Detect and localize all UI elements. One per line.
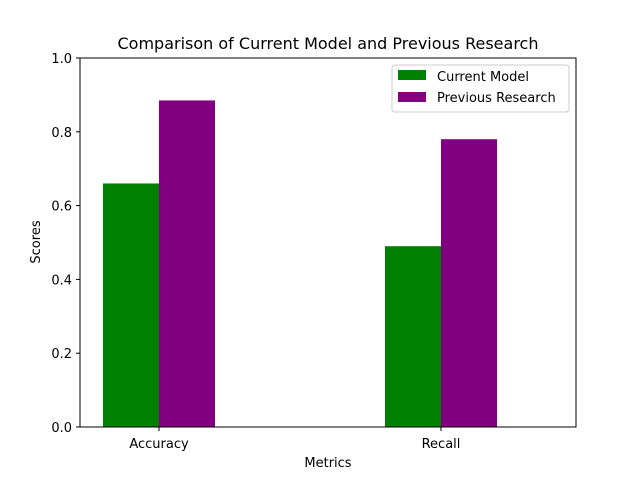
legend: Current Model Previous Research: [391, 64, 570, 113]
plot-area-frame: [79, 57, 577, 428]
legend-box: [391, 64, 570, 113]
legend-swatch-previous-research: [398, 92, 426, 102]
chart-title: Comparison of Current Model and Previous…: [118, 34, 539, 53]
y-axis-ticks: 0.0 0.2 0.4 0.6 0.8 1.0: [51, 52, 80, 436]
bar-previous-research-recall: [441, 139, 497, 427]
y-tick-label: 0.0: [51, 421, 72, 436]
x-axis-ticks: Accuracy Recall: [129, 427, 460, 452]
y-tick-label: 1.0: [51, 52, 72, 67]
y-tick-label: 0.8: [51, 126, 72, 141]
y-axis-label: Scores: [29, 220, 44, 263]
bar-current-model-accuracy: [103, 183, 159, 427]
bars-group: [103, 100, 497, 427]
x-axis-label: Metrics: [304, 456, 351, 471]
legend-label-previous-research: Previous Research: [437, 91, 556, 106]
y-tick-label: 0.4: [51, 273, 72, 288]
x-tick-label-recall: Recall: [422, 437, 461, 452]
x-tick-label-accuracy: Accuracy: [129, 437, 189, 452]
y-tick-label: 0.2: [51, 347, 72, 362]
legend-label-current-model: Current Model: [437, 70, 529, 85]
y-tick-label: 0.6: [51, 200, 72, 215]
bar-current-model-recall: [385, 246, 441, 427]
legend-swatch-current-model: [398, 70, 426, 80]
bar-previous-research-accuracy: [159, 100, 215, 427]
